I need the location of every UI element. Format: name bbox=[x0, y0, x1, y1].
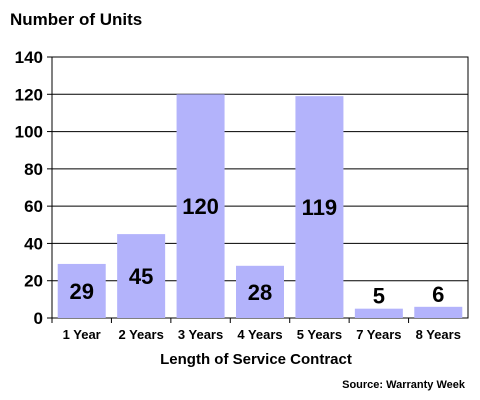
data-label: 5 bbox=[373, 284, 385, 309]
bar-3-years bbox=[176, 94, 225, 319]
source-note: Source: Warranty Week bbox=[342, 379, 466, 391]
x-tick-label: 5 Years bbox=[297, 327, 342, 342]
data-label: 45 bbox=[129, 264, 153, 289]
bar-1-year bbox=[57, 263, 106, 318]
data-label: 119 bbox=[302, 195, 338, 220]
data-label: 28 bbox=[248, 280, 272, 305]
x-axis-title: Length of Service Contract bbox=[160, 351, 352, 368]
y-tick-label: 40 bbox=[24, 234, 43, 253]
bar-7-years bbox=[354, 308, 403, 318]
x-tick-label: 7 Years bbox=[356, 327, 401, 342]
data-label: 29 bbox=[69, 279, 93, 304]
gridlines bbox=[52, 93, 468, 282]
bar-4-years bbox=[236, 265, 284, 318]
data-label: 6 bbox=[432, 282, 444, 307]
bar-8-years bbox=[414, 306, 463, 318]
y-tick-label: 0 bbox=[34, 309, 43, 328]
x-tick-label: 8 Years bbox=[416, 327, 461, 342]
x-tick-label: 4 Years bbox=[237, 327, 282, 342]
bar-2-years bbox=[117, 234, 166, 318]
x-tick-label: 1 Year bbox=[63, 327, 101, 342]
y-tick-label: 100 bbox=[15, 123, 43, 142]
bars bbox=[57, 94, 463, 319]
data-labels: 29 45 120 28 119 5 6 bbox=[69, 194, 444, 309]
chart-title: Number of Units bbox=[10, 10, 142, 29]
x-axis: 1 Year 2 Years 3 Years 4 Years 5 Years 7 Year… bbox=[51, 318, 461, 342]
data-label: 120 bbox=[182, 194, 219, 219]
y-tick-label: 140 bbox=[15, 48, 43, 67]
x-tick-label: 3 Years bbox=[178, 327, 223, 342]
x-tick-label: 2 Years bbox=[118, 327, 163, 342]
y-axis: 0 20 40 60 80 100 120 140 bbox=[15, 48, 52, 328]
y-tick-label: 60 bbox=[24, 197, 43, 216]
y-tick-label: 120 bbox=[15, 85, 43, 104]
bar-5-years bbox=[295, 96, 344, 319]
y-tick-label: 20 bbox=[24, 272, 43, 291]
y-tick-label: 80 bbox=[24, 160, 43, 179]
